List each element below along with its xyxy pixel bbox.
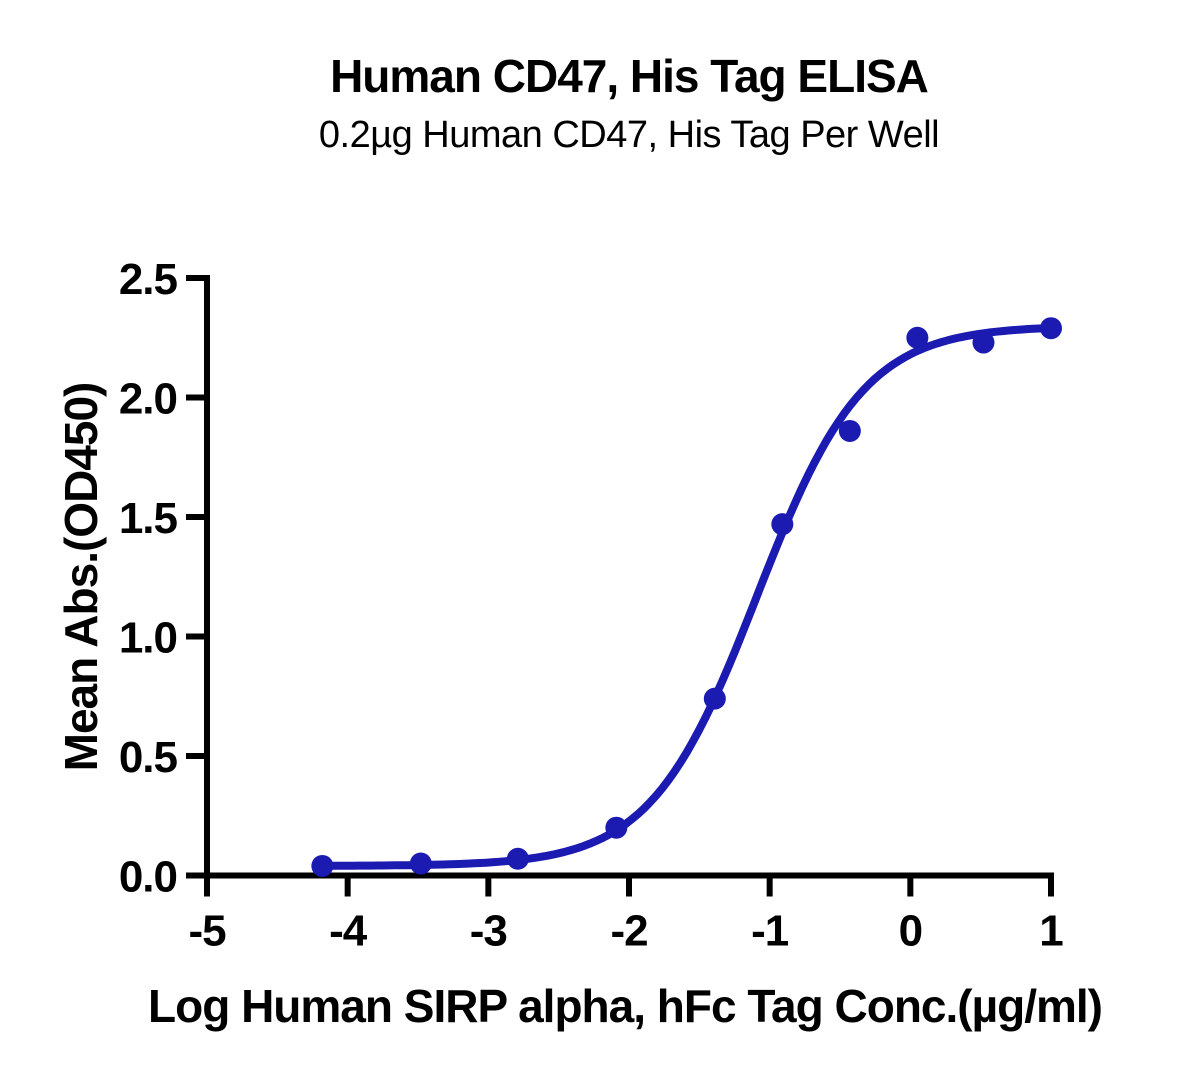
data-point: [605, 816, 628, 839]
y-tick-label: 2.0: [119, 375, 177, 424]
x-tick-label: -1: [751, 907, 789, 956]
chart-title: Human CD47, His Tag ELISA: [330, 50, 929, 102]
data-point: [703, 687, 726, 710]
data-point: [771, 513, 794, 536]
y-tick-label: 2.5: [119, 255, 178, 304]
data-point: [506, 847, 529, 870]
x-tick-label: 1: [1039, 907, 1063, 956]
data-point: [972, 331, 995, 354]
data-point: [838, 419, 861, 442]
x-axis-title: Log Human SIRP alpha, hFc Tag Conc.(µg/m…: [148, 980, 1102, 1032]
y-tick-label: 0.5: [119, 733, 178, 782]
x-tick-label: -2: [610, 907, 647, 956]
y-tick-label: 0.0: [119, 853, 177, 902]
x-tick-label: -4: [329, 907, 368, 956]
x-tick-label: 0: [899, 907, 922, 956]
x-tick-label: -3: [470, 907, 507, 956]
data-point: [311, 854, 334, 877]
fit-curve: [318, 323, 1055, 870]
y-axis-title: Mean Abs.(OD450): [55, 383, 107, 772]
y-tick-label: 1.5: [119, 494, 178, 543]
data-point: [906, 326, 929, 349]
data-point: [1040, 317, 1062, 340]
chart-subtitle: 0.2µg Human CD47, His Tag Per Well: [318, 114, 940, 156]
data-point: [409, 852, 432, 875]
x-tick-label: -5: [188, 907, 226, 956]
y-tick-label: 1.0: [119, 614, 177, 663]
